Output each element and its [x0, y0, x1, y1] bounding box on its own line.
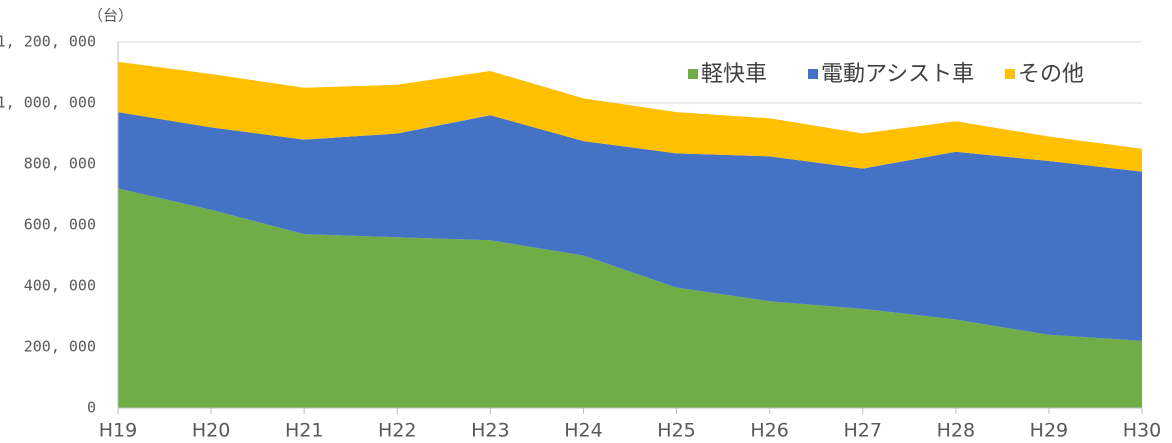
x-tick-label: H29 — [1030, 420, 1068, 442]
y-tick-label: 600, 000 — [24, 216, 96, 234]
legend-label: その他 — [1018, 62, 1084, 87]
area — [118, 188, 1142, 408]
y-tick-label: 400, 000 — [24, 277, 96, 295]
area — [118, 112, 1142, 341]
x-tick-label: H22 — [378, 420, 416, 442]
x-tick-label: H24 — [564, 420, 602, 442]
x-tick-label: H21 — [285, 420, 323, 442]
x-tick-label: H23 — [471, 420, 509, 442]
legend-swatch — [688, 69, 698, 79]
x-tick-label: H30 — [1123, 420, 1161, 442]
x-tick-label: H27 — [843, 420, 881, 442]
y-tick-label: 1, 000, 000 — [0, 94, 96, 112]
x-tick-label: H26 — [750, 420, 788, 442]
legend-label: 軽快車 — [701, 62, 767, 87]
x-tick-label: H19 — [99, 420, 137, 442]
legend-label: 電動アシスト車 — [821, 62, 974, 87]
x-tick-label: H28 — [937, 420, 975, 442]
legend-swatch — [1005, 69, 1015, 79]
y-tick-label: 0 — [87, 399, 96, 417]
legend-swatch — [808, 69, 818, 79]
area — [118, 61, 1142, 172]
y-tick-label: 1, 200, 000 — [0, 33, 96, 51]
y-tick-label: 800, 000 — [24, 155, 96, 173]
x-tick-label: H20 — [192, 420, 230, 442]
x-tick-label: H25 — [657, 420, 695, 442]
y-tick-label: 200, 000 — [24, 338, 96, 356]
y-axis-label: （台） — [88, 7, 133, 25]
